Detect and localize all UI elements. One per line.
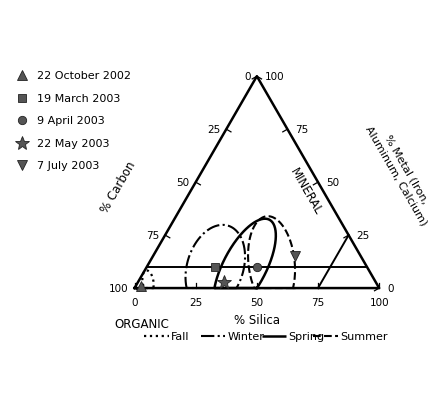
Text: Spring: Spring <box>289 331 325 341</box>
Text: 50: 50 <box>177 178 190 188</box>
Text: 75: 75 <box>311 298 325 308</box>
Text: 50: 50 <box>326 178 339 188</box>
Text: 25: 25 <box>189 298 202 308</box>
Text: % Metal (Iron,
Aluminum, Calcium): % Metal (Iron, Aluminum, Calcium) <box>363 117 433 227</box>
Text: MINERAL: MINERAL <box>287 165 324 216</box>
Text: 22 October 2002: 22 October 2002 <box>37 71 131 81</box>
Text: 7 July 2003: 7 July 2003 <box>37 161 99 171</box>
Text: 0: 0 <box>131 298 138 308</box>
Text: % Carbon: % Carbon <box>99 159 139 215</box>
Text: Fall: Fall <box>171 331 190 341</box>
Text: 25: 25 <box>207 125 220 135</box>
Text: 75: 75 <box>146 231 159 241</box>
Text: 0: 0 <box>244 72 251 82</box>
Text: 100: 100 <box>109 284 129 294</box>
Text: 100: 100 <box>265 72 284 82</box>
Text: 9 April 2003: 9 April 2003 <box>37 116 104 126</box>
Text: ORGANIC: ORGANIC <box>114 318 169 330</box>
Text: 19 March 2003: 19 March 2003 <box>37 93 120 103</box>
Text: 22 May 2003: 22 May 2003 <box>37 138 109 148</box>
Text: 25: 25 <box>356 231 370 241</box>
Text: 50: 50 <box>250 298 263 308</box>
Text: % Silica: % Silica <box>234 313 280 326</box>
Text: 0: 0 <box>387 284 394 294</box>
Text: Winter: Winter <box>227 331 265 341</box>
Text: 75: 75 <box>295 125 309 135</box>
Text: 100: 100 <box>369 298 389 308</box>
Text: Summer: Summer <box>340 331 388 341</box>
